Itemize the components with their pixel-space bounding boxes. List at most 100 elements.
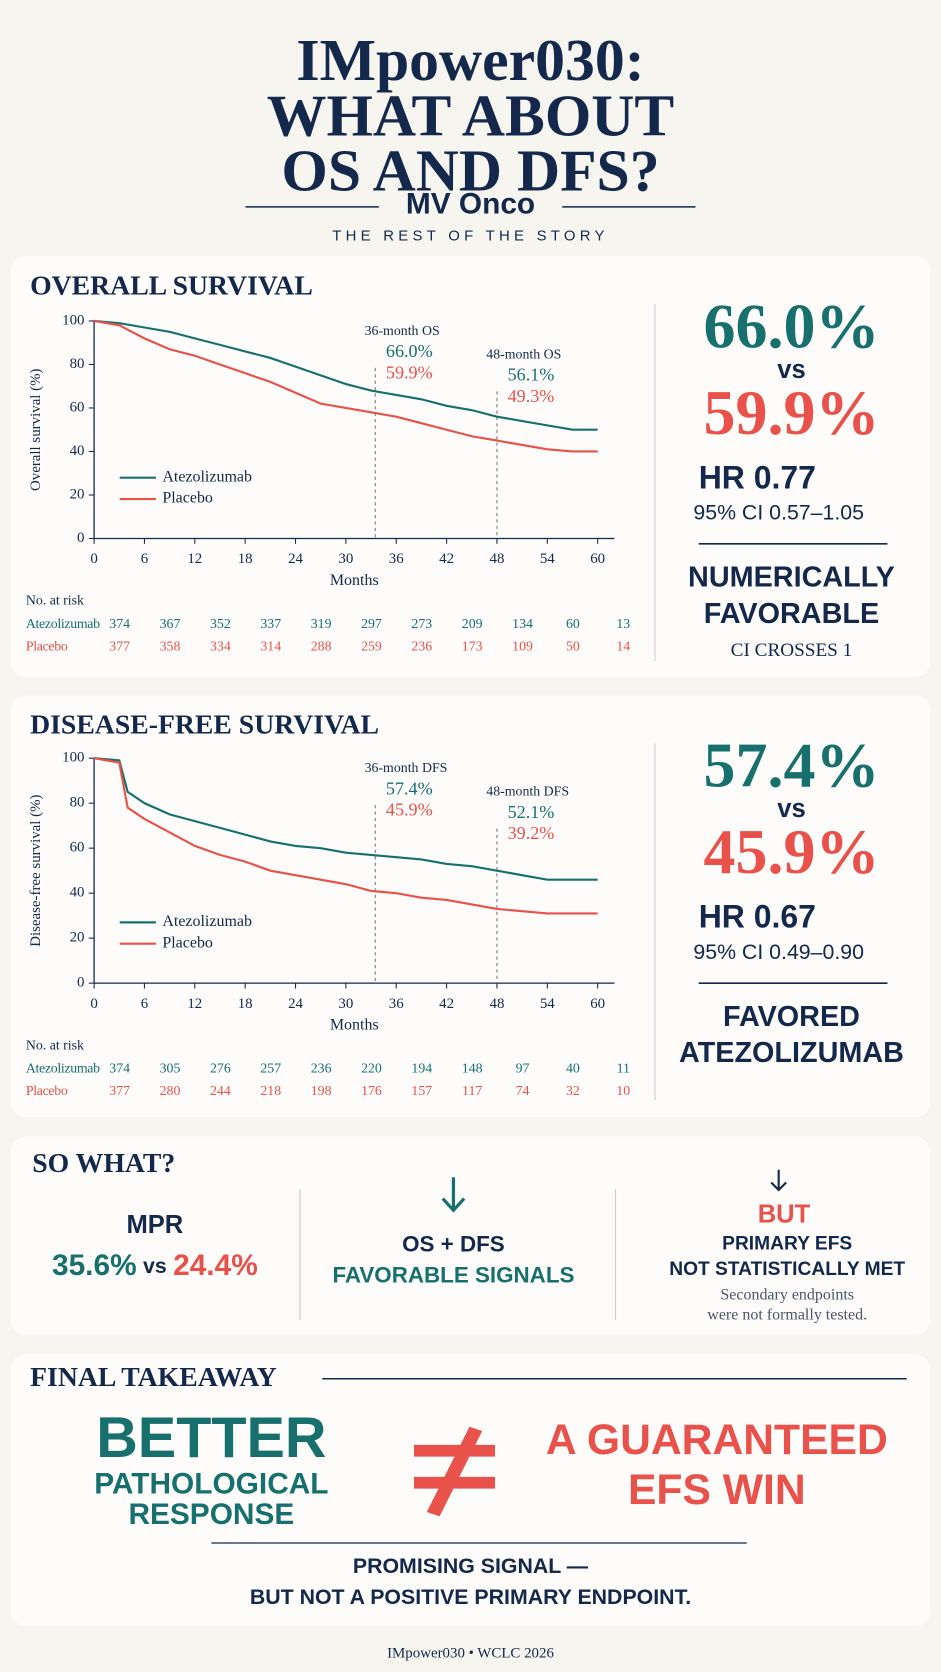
x-tick-label: 18 [238, 551, 253, 567]
left-line: RESPONSE [128, 1498, 294, 1531]
x-tick-label: 54 [540, 551, 555, 567]
panel [10, 695, 931, 1118]
risk-value: 74 [516, 1083, 530, 1098]
y-tick-label: 80 [70, 356, 85, 372]
hazard-ratio: HR 0.67 [699, 899, 816, 935]
big-stat: 45.9% [704, 816, 880, 887]
risk-value: 173 [462, 638, 483, 653]
brand: MV Onco [406, 188, 535, 221]
x-tick-label: 42 [439, 996, 454, 1012]
risk-value: 209 [462, 616, 483, 631]
vs: vs [777, 356, 805, 384]
risk-value: 236 [311, 1061, 332, 1076]
annotation-label: 48-month OS [486, 346, 561, 361]
verdict: FAVORED [723, 1001, 860, 1033]
risk-title: No. at risk [26, 593, 84, 608]
legend-label: Atezolizumab [162, 913, 252, 930]
risk-value: 117 [462, 1083, 482, 1098]
y-axis-label: Disease-free survival (%) [28, 794, 44, 946]
arrow [770, 1169, 787, 1192]
legend-label: Atezolizumab [162, 468, 252, 485]
risk-value: 97 [516, 1061, 530, 1076]
x-tick-label: 24 [288, 551, 303, 567]
risk-value: 374 [109, 616, 130, 631]
x-tick-label: 36 [389, 551, 404, 567]
risk-value: 352 [210, 616, 231, 631]
panel [10, 1354, 931, 1627]
legend-label: Placebo [162, 934, 213, 951]
x-tick-label: 48 [489, 996, 504, 1012]
x-tick-label: 30 [338, 996, 353, 1012]
risk-row-label: Atezolizumab [26, 616, 100, 631]
risk-value: 194 [411, 1061, 432, 1076]
middle-line: FAVORABLE SIGNALS [332, 1262, 574, 1287]
risk-value: 288 [311, 638, 332, 653]
vs: vs [143, 1253, 167, 1277]
verdict: NUMERICALLY [688, 562, 895, 594]
risk-title: No. at risk [26, 1037, 84, 1052]
conclusion: PROMISING SIGNAL — [353, 1554, 589, 1578]
tagline: THE REST OF THE STORY [332, 228, 609, 245]
left-big: BETTER [96, 1406, 326, 1470]
y-tick-label: 40 [70, 885, 85, 901]
annotation-value: 39.2% [508, 823, 555, 843]
risk-value: 236 [411, 638, 432, 653]
risk-value: 337 [260, 616, 281, 631]
risk-value: 244 [210, 1083, 231, 1098]
x-tick-label: 0 [90, 996, 97, 1012]
risk-row-label: Placebo [26, 1083, 68, 1098]
y-tick-label: 60 [70, 840, 85, 856]
panel [10, 1136, 931, 1336]
risk-value: 198 [311, 1083, 332, 1098]
section-title: FINAL TAKEAWAY [30, 1361, 277, 1392]
x-axis-label: Months [330, 1016, 379, 1033]
risk-value: 374 [109, 1061, 130, 1076]
risk-value: 13 [616, 616, 630, 631]
mpr-values: 35.6% vs 24.4% [52, 1249, 258, 1282]
y-tick-label: 20 [70, 930, 85, 946]
confidence-interval: 95% CI 0.57–1.05 [693, 501, 864, 525]
risk-value: 273 [411, 616, 432, 631]
section-title: SO WHAT? [32, 1147, 175, 1178]
annotation-value: 56.1% [508, 365, 555, 385]
risk-value: 148 [462, 1061, 483, 1076]
risk-value: 218 [260, 1083, 281, 1098]
right-line: PRIMARY EFS [722, 1233, 852, 1254]
survival-curve [93, 319, 598, 431]
survival-curve [93, 757, 598, 881]
y-tick-label: 80 [70, 795, 85, 811]
mpr-label: MPR [126, 1211, 183, 1239]
x-tick-label: 42 [439, 551, 454, 567]
risk-row-label: Atezolizumab [26, 1061, 100, 1076]
annotation-value: 57.4% [386, 778, 433, 798]
y-axis-label: Overall survival (%) [28, 368, 44, 491]
risk-value: 11 [617, 1061, 630, 1076]
annotation-value: 66.0% [386, 341, 433, 361]
annotation-value: 45.9% [386, 800, 433, 820]
x-axis-label: Months [330, 572, 379, 589]
risk-value: 134 [512, 616, 533, 631]
y-tick-label: 60 [70, 399, 85, 415]
risk-value: 305 [160, 1061, 181, 1076]
chart-title: DISEASE-FREE SURVIVAL [30, 709, 379, 740]
footer: IMpower030 • WCLC 2026 [387, 1645, 554, 1661]
annotation-value: 52.1% [508, 802, 555, 822]
big-stat: 57.4% [704, 730, 880, 801]
annotation-label: 36-month OS [365, 323, 440, 338]
risk-value: 276 [210, 1061, 231, 1076]
right-big: EFS WIN [628, 1466, 806, 1514]
left-line: PATHOLOGICAL [94, 1467, 328, 1500]
x-tick-label: 0 [90, 551, 97, 567]
vs: vs [777, 795, 805, 823]
survival-curve [93, 319, 598, 453]
risk-value: 257 [260, 1061, 281, 1076]
risk-value: 377 [109, 638, 130, 653]
risk-value: 319 [311, 616, 332, 631]
risk-row-label: Placebo [26, 638, 68, 653]
x-tick-label: 24 [288, 996, 303, 1012]
x-tick-label: 30 [338, 551, 353, 567]
note: were not formally tested. [707, 1307, 867, 1324]
x-tick-label: 12 [187, 551, 202, 567]
arrow [441, 1177, 466, 1213]
